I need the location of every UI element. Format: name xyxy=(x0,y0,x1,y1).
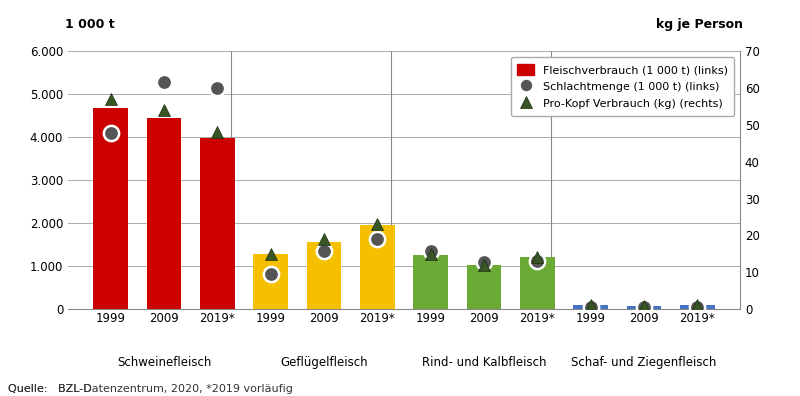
Bar xyxy=(414,255,448,309)
Text: Geflügelfleisch: Geflügelfleisch xyxy=(280,356,368,369)
Bar xyxy=(306,242,342,309)
Legend: Fleischverbrauch (1 000 t) (links), Schlachtmenge (1 000 t) (links), Pro-Kopf Ve: Fleischverbrauch (1 000 t) (links), Schl… xyxy=(510,57,734,116)
Bar xyxy=(466,265,502,309)
Bar xyxy=(254,254,288,309)
Text: Schweinefleisch: Schweinefleisch xyxy=(117,356,211,369)
Text: 1 000 t: 1 000 t xyxy=(65,18,114,31)
Bar xyxy=(146,118,182,309)
Bar xyxy=(680,305,714,309)
Text: Quelle:   BZL-D: Quelle: BZL-D xyxy=(8,384,92,394)
Bar xyxy=(520,257,554,309)
Text: kg je Person: kg je Person xyxy=(656,18,743,31)
Bar xyxy=(626,306,662,309)
Bar xyxy=(360,225,394,309)
Bar xyxy=(94,108,128,309)
Text: Quelle:   BZL-Datenzentrum, 2020, *2019 vorläufig: Quelle: BZL-Datenzentrum, 2020, *2019 vo… xyxy=(8,384,293,394)
Text: Schaf- und Ziegenfleisch: Schaf- und Ziegenfleisch xyxy=(571,356,717,369)
Bar xyxy=(574,305,608,309)
Text: Rind- und Kalbfleisch: Rind- und Kalbfleisch xyxy=(422,356,546,369)
Bar xyxy=(200,138,234,309)
